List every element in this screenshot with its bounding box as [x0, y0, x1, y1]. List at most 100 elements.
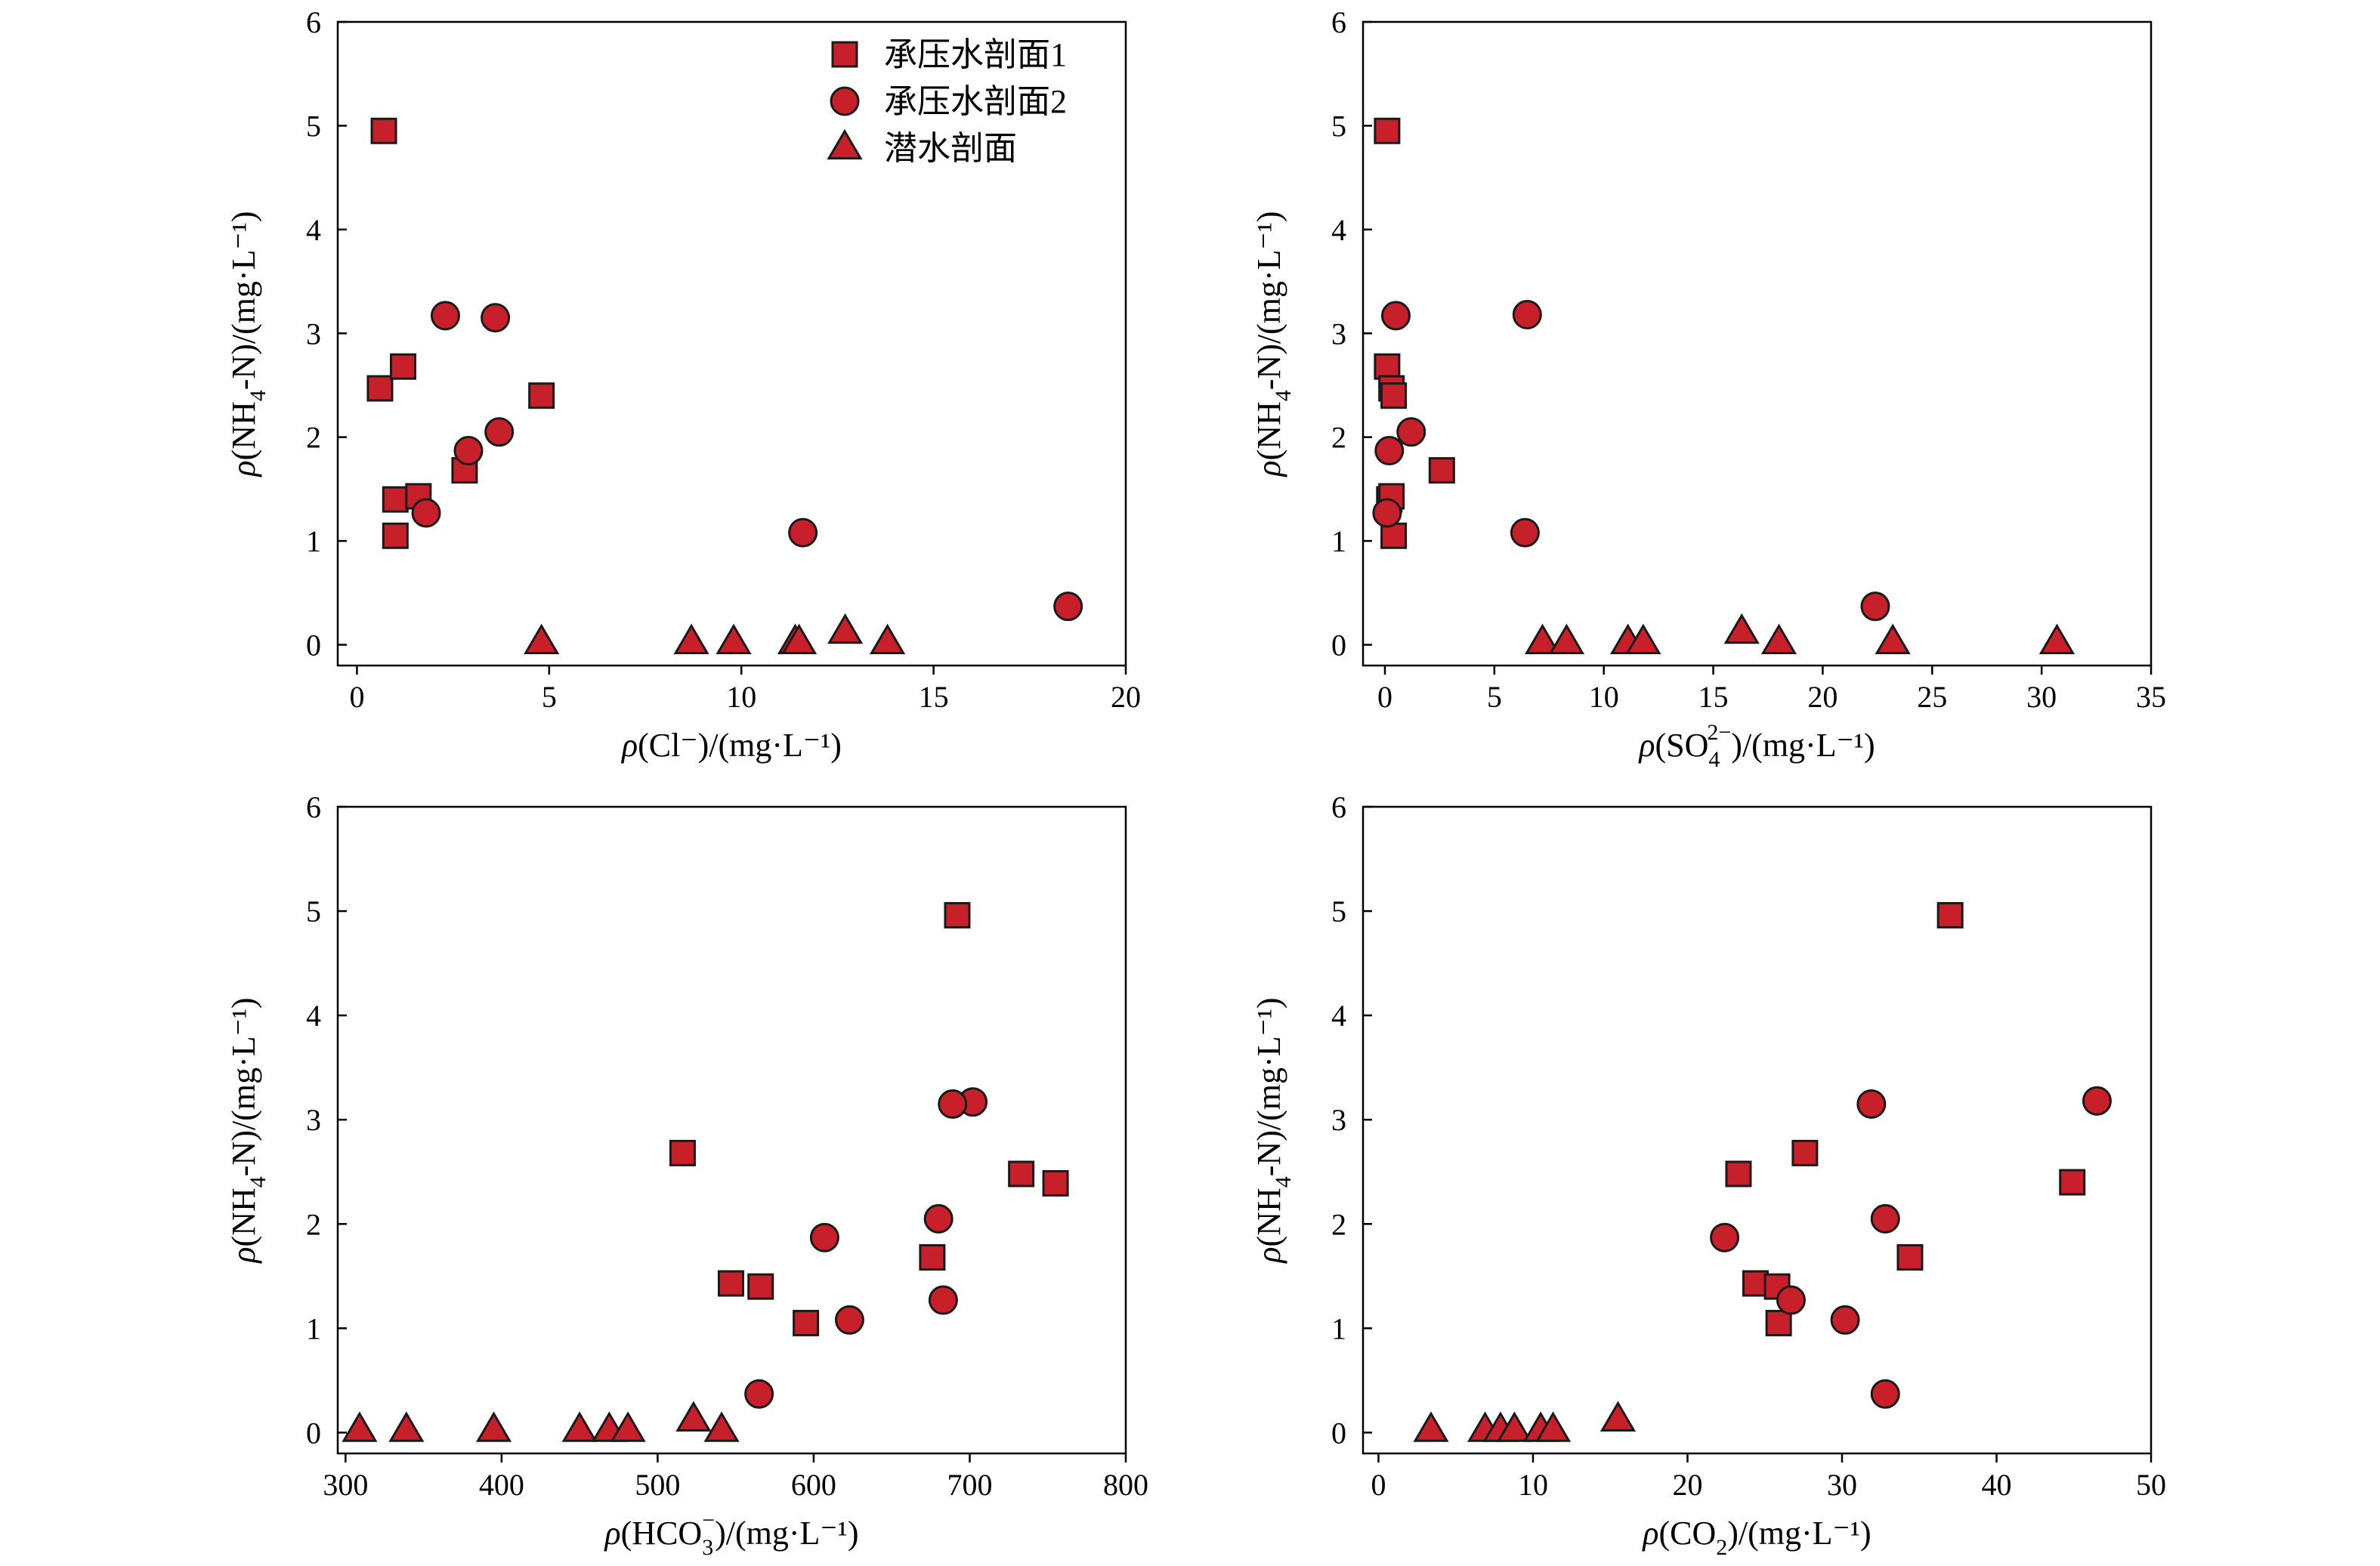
y-tick-label: 6	[306, 790, 321, 824]
data-point-square	[370, 117, 397, 144]
y-tick-label: 2	[1331, 1207, 1346, 1241]
x-tick-label: 25	[1917, 680, 1947, 714]
data-point-circle	[834, 1305, 864, 1335]
data-point-circle	[2082, 1086, 2112, 1116]
legend-label: 承压水剖面1	[884, 36, 1067, 73]
y-axis-label: ρ(NH4-N)/(mg·L⁻¹)	[225, 997, 270, 1264]
data-point-triangle	[1723, 613, 1760, 644]
series-circle	[1710, 1086, 2112, 1409]
data-point-square	[919, 1243, 946, 1271]
x-tick-label: 5	[542, 680, 557, 714]
x-tick-label: 300	[323, 1468, 368, 1502]
data-point-square	[793, 1309, 820, 1336]
y-tick-label: 4	[1331, 999, 1346, 1033]
data-point-circle	[1512, 300, 1542, 330]
y-tick-label: 5	[306, 109, 321, 143]
data-point-circle	[938, 1089, 968, 1119]
x-tick-label: 30	[2026, 680, 2057, 714]
data-point-triangle	[1625, 623, 1661, 654]
x-tick-label: 5	[1487, 680, 1502, 714]
data-point-circle	[481, 303, 511, 333]
data-point-square	[1042, 1169, 1069, 1197]
series-square	[1725, 902, 2086, 1336]
data-point-circle	[1860, 591, 1890, 622]
data-point-triangle	[1548, 623, 1585, 654]
data-point-square	[1374, 353, 1401, 380]
data-point-circle	[453, 436, 484, 466]
x-tick-label: 40	[1981, 1468, 2011, 1502]
data-point-triangle	[610, 1411, 646, 1442]
data-point-triangle	[561, 1411, 598, 1442]
data-point-square	[1380, 522, 1408, 549]
data-point-circle	[1053, 591, 1083, 622]
data-point-circle	[484, 417, 515, 447]
data-point-square	[747, 1273, 774, 1300]
plot-frame	[336, 805, 1127, 1455]
data-point-triangle	[827, 613, 864, 644]
y-axis-label: ρ(NH4-N)/(mg·L⁻¹)	[1250, 997, 1296, 1264]
data-point-square	[1765, 1309, 1792, 1336]
data-point-square	[382, 522, 409, 549]
y-tick-label: 4	[306, 213, 321, 247]
data-point-circle	[744, 1379, 774, 1409]
x-tick-label: 700	[947, 1468, 992, 1502]
x-tick-label: 15	[1698, 680, 1729, 714]
y-axis-label: ρ(NH4-N)/(mg·L⁻¹)	[225, 211, 270, 477]
data-point-square	[528, 382, 555, 409]
y-tick-label: 1	[306, 524, 321, 558]
legend-label: 承压水剖面2	[884, 83, 1067, 120]
legend-marker-circle	[830, 86, 860, 116]
x-tick-label: 600	[791, 1468, 836, 1502]
y-tick-label: 6	[1331, 5, 1346, 39]
scatter-panel-2: 0 5 10 15 20 25 30 35 0 1 2 3 4 5 6 ρ(SO42−)/(mg·L⁻¹) ρ(…	[1250, 5, 2166, 772]
plot-frame	[336, 20, 1127, 667]
data-point-circle	[1380, 301, 1411, 331]
data-point-square	[717, 1270, 744, 1297]
series-circle	[411, 301, 1083, 622]
scatter-panel-4: 0 10 20 30 40 50 0 1 2 3 4 5 6 ρ(CO2)/(mg·L⁻¹) ρ(NH4-N…	[1250, 790, 2166, 1560]
y-tick-label: 3	[306, 317, 321, 351]
data-point-circle	[1870, 1203, 1900, 1234]
series-triangle	[1413, 1401, 1637, 1442]
data-point-square	[669, 1139, 696, 1166]
x-tick-label: 15	[919, 680, 949, 714]
x-tick-label: 500	[635, 1468, 680, 1502]
data-point-square	[944, 902, 971, 929]
data-point-square	[1008, 1160, 1035, 1188]
y-tick-label: 2	[306, 421, 321, 455]
data-point-triangle	[1413, 1411, 1449, 1442]
y-tick-label: 0	[1331, 1416, 1346, 1450]
x-axis-label: ρ(CO2)/(mg·L⁻¹)	[1641, 1515, 1871, 1560]
data-point-circle	[928, 1285, 958, 1315]
x-tick-label: 0	[1377, 680, 1392, 714]
data-point-circle	[411, 498, 441, 528]
series-triangle	[524, 613, 906, 654]
data-point-triangle	[675, 1401, 712, 1432]
data-point-square	[1936, 902, 1964, 929]
data-point-triangle	[780, 623, 818, 654]
legend-marker-square	[831, 41, 858, 68]
y-tick-label: 0	[306, 629, 321, 663]
x-axis-label: ρ(Cl⁻)/(mg·L⁻¹)	[620, 727, 842, 764]
data-point-circle	[923, 1203, 954, 1234]
series-triangle	[342, 1401, 740, 1442]
y-tick-label: 5	[1331, 894, 1346, 928]
y-tick-label: 0	[1331, 629, 1346, 663]
data-point-triangle	[673, 623, 709, 654]
y-tick-label: 1	[1331, 1311, 1346, 1345]
data-point-square	[1725, 1160, 1752, 1188]
series-triangle	[1524, 613, 2076, 654]
y-tick-label: 1	[1331, 524, 1346, 558]
x-tick-label: 10	[726, 680, 756, 714]
x-tick-label: 20	[1807, 680, 1838, 714]
data-point-triangle	[869, 623, 906, 654]
data-point-circle	[1510, 517, 1540, 548]
y-axis-label: ρ(NH4-N)/(mg·L⁻¹)	[1250, 211, 1296, 477]
series-square	[366, 117, 555, 549]
x-tick-label: 20	[1111, 680, 1141, 714]
data-point-circle	[430, 301, 460, 331]
y-tick-label: 0	[306, 1416, 321, 1450]
data-point-circle	[1870, 1379, 1900, 1409]
data-point-circle	[1374, 436, 1405, 466]
